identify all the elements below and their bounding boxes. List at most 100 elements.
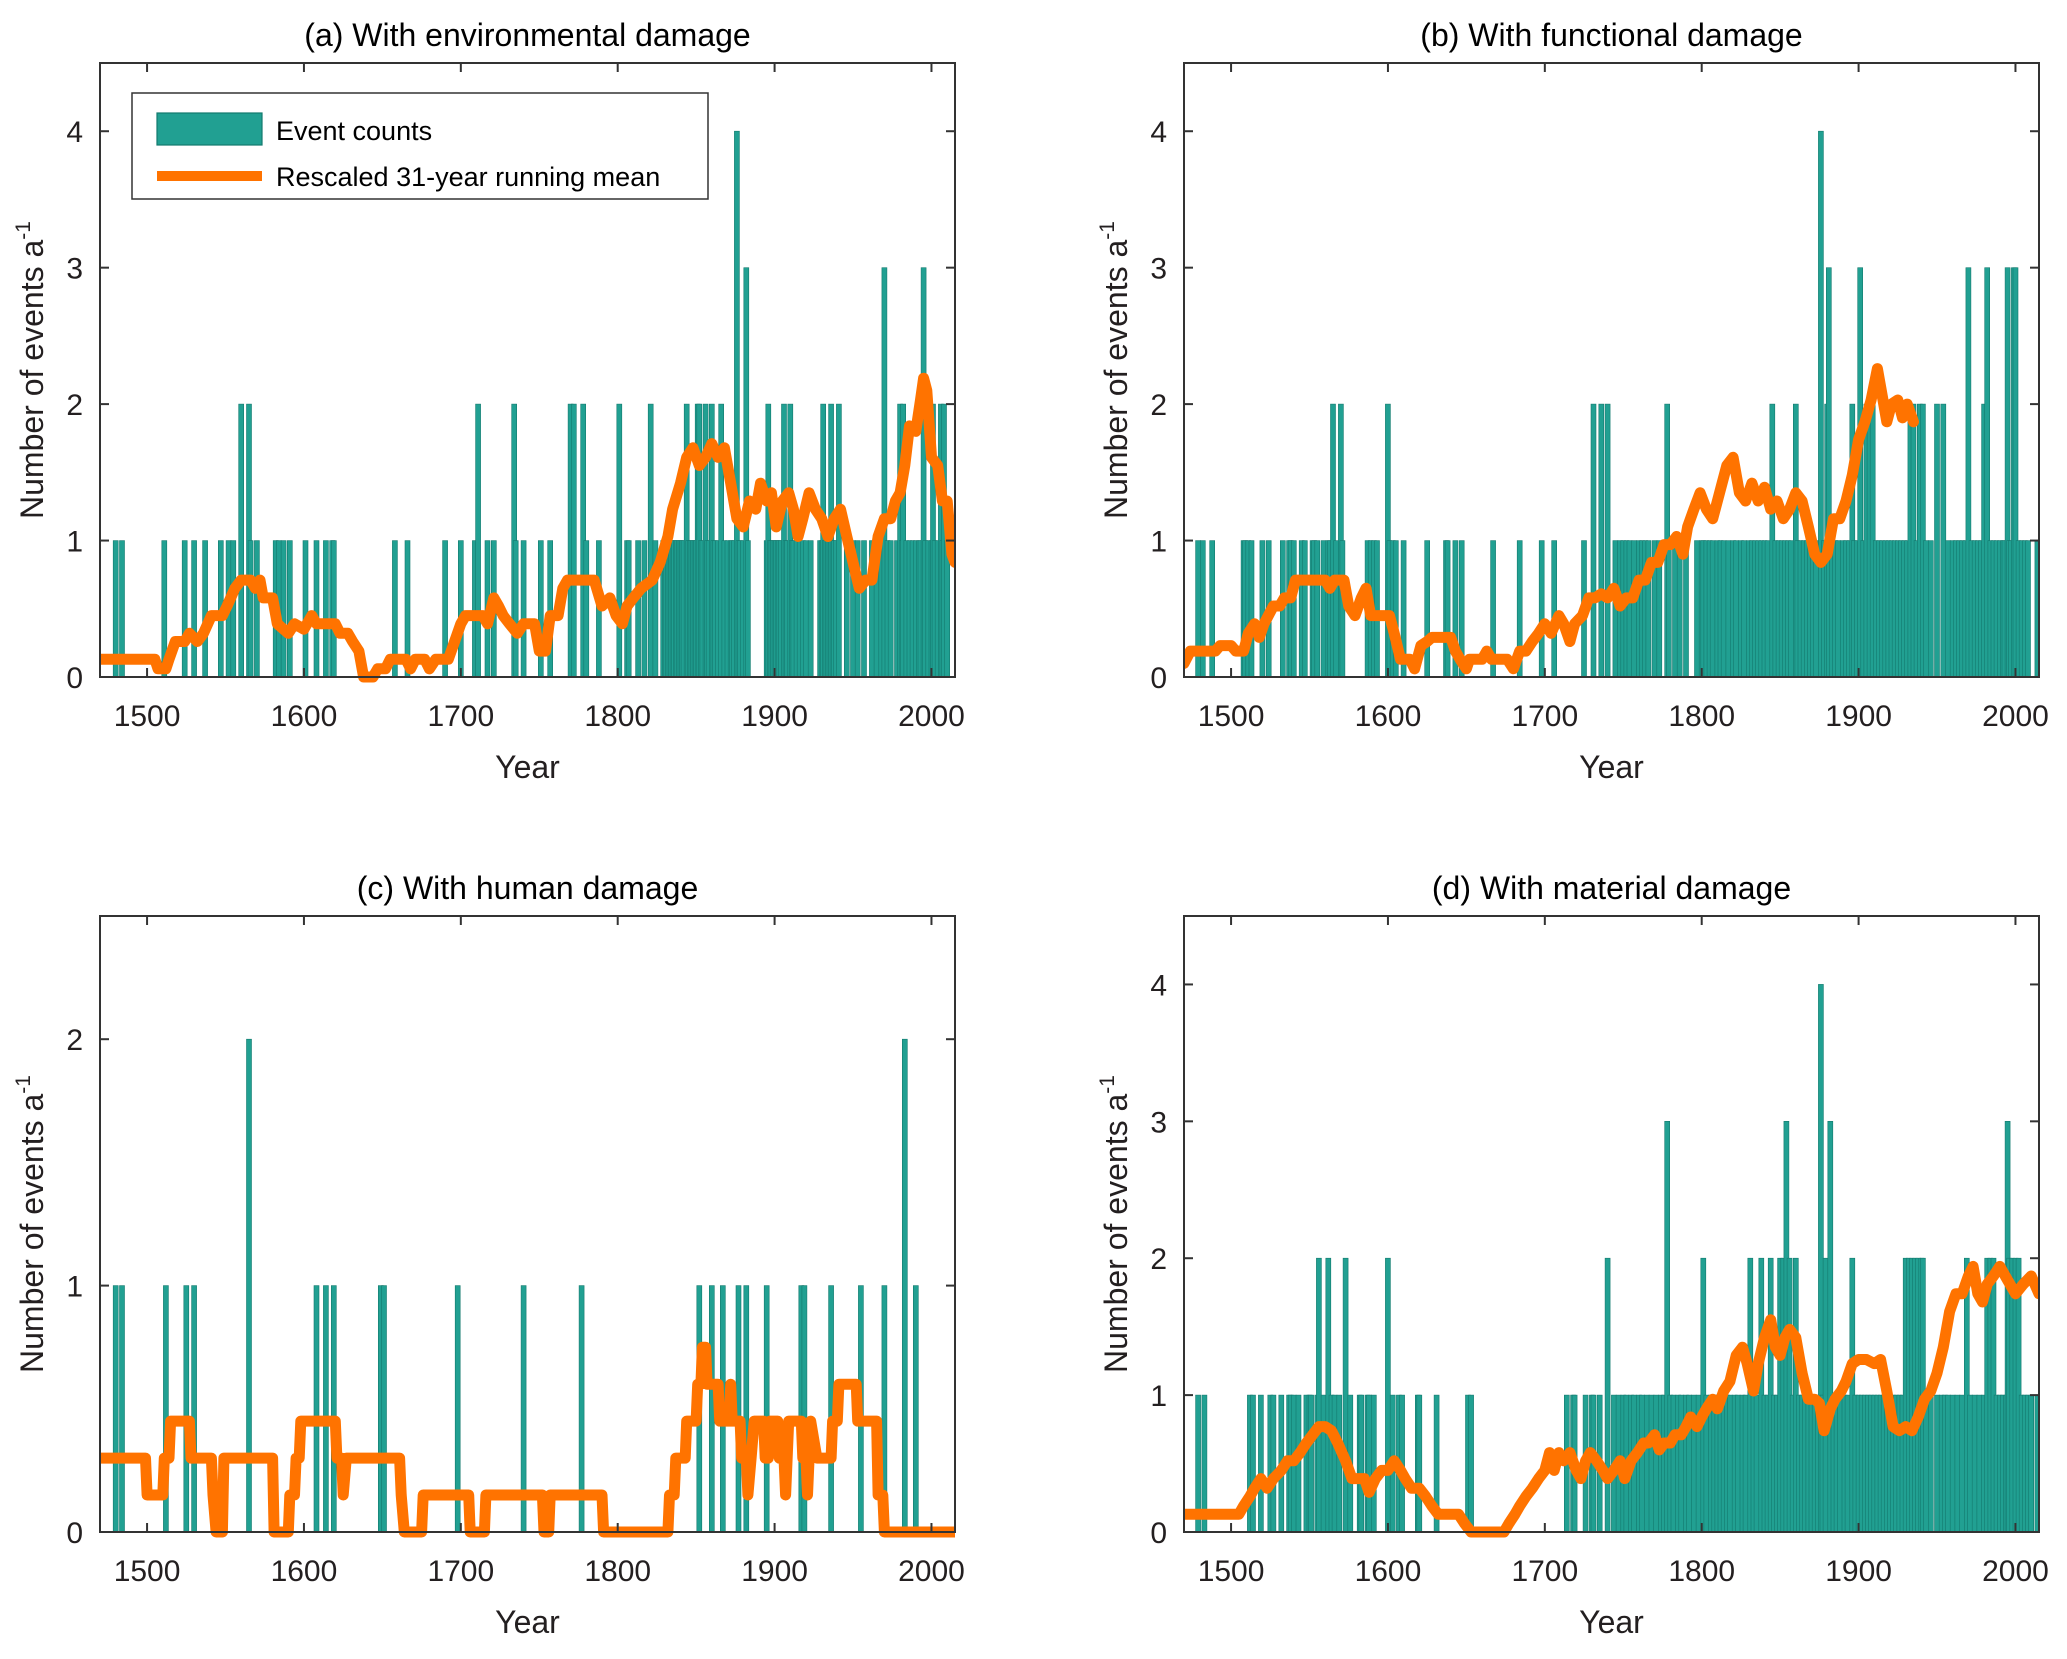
bar — [280, 540, 287, 678]
bar — [1967, 1394, 1973, 1533]
bar — [1653, 1394, 1659, 1533]
bar — [1366, 1394, 1372, 1533]
y-axis-label: Number of events a-1 — [12, 1075, 50, 1373]
bar — [1598, 403, 1605, 678]
axes-frame — [99, 915, 956, 1533]
bar — [1590, 403, 1597, 678]
x-axis-label: Year — [1579, 1604, 1644, 1640]
bar — [861, 540, 867, 678]
x-tick-label: 1500 — [114, 700, 181, 733]
bar — [1725, 540, 1732, 678]
y-axis-label-superscript: -1 — [1096, 1075, 1119, 1094]
x-tick-label: 1700 — [1511, 1555, 1578, 1588]
bar — [1250, 1394, 1256, 1533]
bar — [1928, 1394, 1934, 1533]
bar — [1314, 540, 1321, 678]
panel-title: (d) With material damage — [1432, 870, 1791, 906]
bar — [1945, 1394, 1951, 1533]
bar — [1971, 1394, 1978, 1533]
bar — [330, 1285, 337, 1533]
y-tick-label: 3 — [1150, 253, 1167, 286]
bar — [1694, 540, 1700, 678]
bar — [1551, 540, 1557, 678]
bar — [1928, 540, 1934, 678]
bar — [912, 1285, 919, 1533]
bar — [1672, 540, 1678, 678]
bar — [763, 1285, 770, 1533]
bar — [807, 540, 814, 678]
panel-c: 1500 1600 1700 1800 1900 2000 0 1 2 (c) With huma… — [12, 870, 965, 1640]
bar — [1822, 1257, 1829, 1533]
bar — [520, 540, 527, 678]
bar — [457, 540, 464, 678]
bar — [1940, 403, 1947, 678]
x-tick-label: 2000 — [898, 700, 965, 733]
bar — [901, 1038, 908, 1533]
bar — [1291, 540, 1297, 678]
bar — [183, 1285, 190, 1533]
bar — [1741, 540, 1747, 678]
bar — [1259, 540, 1266, 678]
axes-frame — [1183, 62, 2040, 678]
bar — [1934, 1394, 1940, 1533]
bar — [836, 403, 842, 678]
y-tick-label: 2 — [1150, 1243, 1167, 1276]
y-tick-label: 0 — [66, 662, 83, 695]
bar — [1934, 403, 1940, 678]
y-axis-label-text: Number of events a — [14, 240, 50, 519]
x-axis-label: Year — [495, 749, 560, 785]
bar — [1678, 1394, 1685, 1533]
x-tick-label: 1800 — [1668, 700, 1735, 733]
bar — [1727, 1394, 1733, 1533]
bar — [1316, 1257, 1322, 1533]
bar — [1844, 1394, 1851, 1533]
y-tick-label: 1 — [66, 526, 83, 559]
legend-label-event-counts: Event counts — [276, 116, 432, 146]
legend-swatch-event-counts — [156, 112, 263, 146]
y-axis-label: Number of events a-1 — [1096, 221, 1134, 519]
bar — [330, 540, 337, 678]
y-tick-label: 0 — [1150, 662, 1167, 695]
x-tick-label: 1800 — [584, 700, 651, 733]
legend-label-running-mean: Rescaled 31-year running mean — [276, 162, 660, 192]
bar — [1959, 1394, 1965, 1533]
bar — [1648, 1394, 1655, 1533]
x-tick-label: 2000 — [1982, 700, 2049, 733]
y-tick-label: 4 — [1150, 116, 1167, 149]
bar — [313, 1285, 320, 1533]
bar — [1753, 1394, 1760, 1533]
x-tick-label: 2000 — [1982, 1555, 2049, 1588]
legend: Event counts Rescaled 31-year running me… — [131, 92, 709, 200]
bar — [1742, 1394, 1749, 1533]
y-tick-label: 0 — [1150, 1517, 1167, 1550]
y-tick-label: 4 — [1150, 969, 1167, 1002]
bar — [1954, 1394, 1961, 1533]
y-tick-label: 3 — [1150, 1106, 1167, 1139]
plot-area — [1184, 130, 2039, 678]
bar — [302, 540, 309, 678]
legend-box — [131, 92, 709, 200]
bar — [635, 540, 641, 678]
panel-title: (b) With functional damage — [1420, 17, 1802, 53]
y-tick-label: 1 — [1150, 526, 1167, 559]
y-tick-label: 0 — [66, 1517, 83, 1550]
y-axis-label-text: Number of events a — [14, 1094, 50, 1373]
bar — [745, 540, 751, 678]
y-tick-label: 3 — [66, 253, 83, 286]
y-tick-label: 2 — [1150, 389, 1167, 422]
bar — [1670, 1394, 1677, 1533]
bar — [1358, 1394, 1365, 1533]
x-tick-label: 1700 — [427, 1555, 494, 1588]
panel-b: 1500 1600 1700 1800 1900 2000 0 1 2 3 4 (b) With fu… — [1096, 17, 2049, 785]
bar — [708, 1285, 715, 1533]
running-mean-line — [100, 372, 955, 683]
y-tick-label: 1 — [66, 1271, 83, 1304]
bar — [191, 540, 197, 678]
bar — [887, 540, 894, 678]
bar — [1248, 540, 1255, 678]
bar — [1333, 540, 1339, 678]
bar — [1733, 540, 1739, 678]
bar — [1371, 1394, 1377, 1533]
bar — [1788, 540, 1794, 678]
